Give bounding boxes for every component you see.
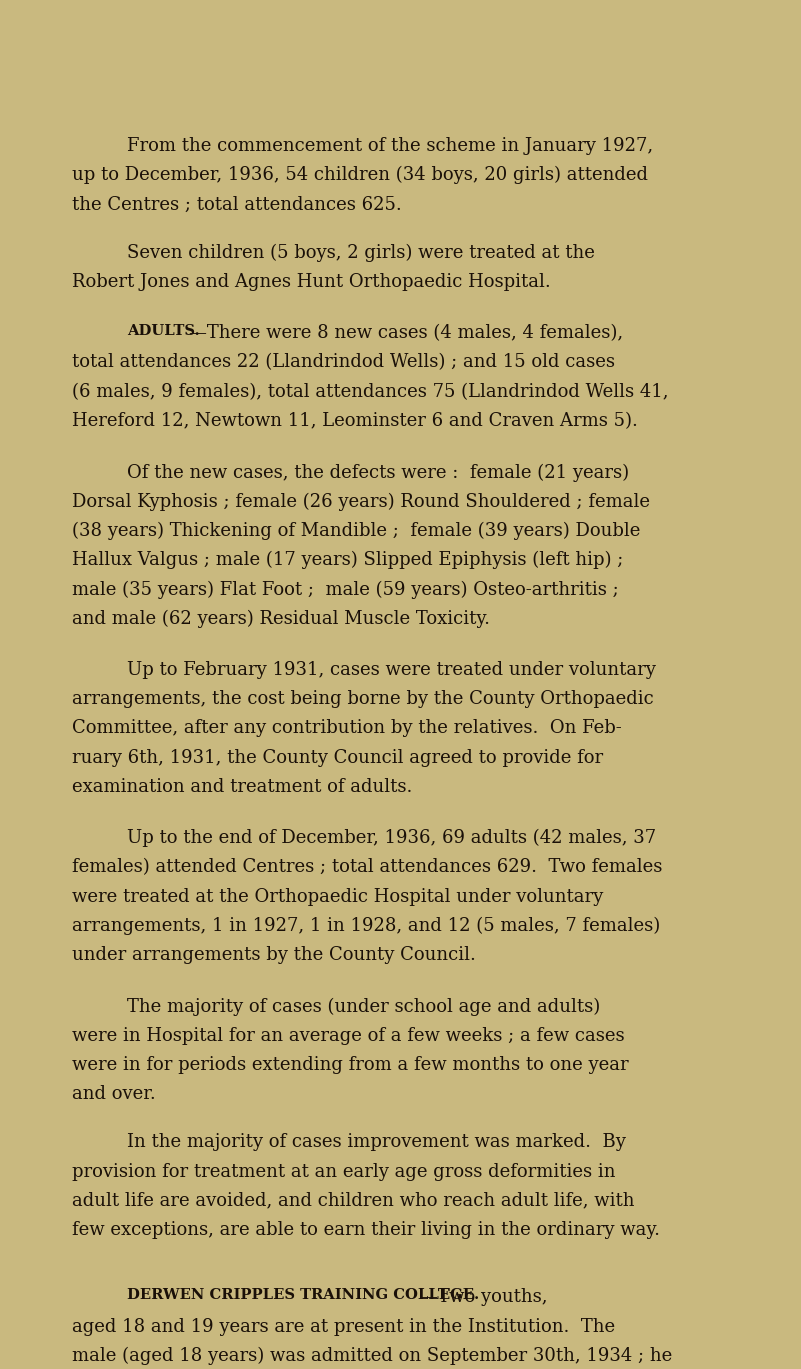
Text: DERWEN CRIPPLES TRAINING COLLEGE.: DERWEN CRIPPLES TRAINING COLLEGE. (127, 1288, 479, 1302)
Text: —Two youths,: —Two youths, (421, 1288, 548, 1306)
Text: were in Hospital for an average of a few weeks ; a few cases: were in Hospital for an average of a few… (72, 1027, 625, 1045)
Text: and over.: and over. (72, 1086, 155, 1103)
Text: (38 years) Thickening of Mandible ;  female (39 years) Double: (38 years) Thickening of Mandible ; fema… (72, 522, 640, 539)
Text: In the majority of cases improvement was marked.  By: In the majority of cases improvement was… (127, 1134, 626, 1151)
Text: few exceptions, are able to earn their living in the ordinary way.: few exceptions, are able to earn their l… (72, 1221, 660, 1239)
Text: Dorsal Kyphosis ; female (26 years) Round Shouldered ; female: Dorsal Kyphosis ; female (26 years) Roun… (72, 493, 650, 511)
Text: Up to February 1931, cases were treated under voluntary: Up to February 1931, cases were treated … (127, 661, 656, 679)
Text: the Centres ; total attendances 625.: the Centres ; total attendances 625. (72, 196, 402, 214)
Text: up to December, 1936, 54 children (34 boys, 20 girls) attended: up to December, 1936, 54 children (34 bo… (72, 166, 648, 185)
Text: Robert Jones and Agnes Hunt Orthopaedic Hospital.: Robert Jones and Agnes Hunt Orthopaedic … (72, 272, 551, 292)
Text: Seven children (5 boys, 2 girls) were treated at the: Seven children (5 boys, 2 girls) were tr… (127, 244, 595, 261)
Text: and male (62 years) Residual Muscle Toxicity.: and male (62 years) Residual Muscle Toxi… (72, 609, 490, 628)
Text: Hallux Valgus ; male (17 years) Slipped Epiphysis (left hip) ;: Hallux Valgus ; male (17 years) Slipped … (72, 550, 623, 570)
Text: aged 18 and 19 years are at present in the Institution.  The: aged 18 and 19 years are at present in t… (72, 1317, 615, 1336)
Text: arrangements, the cost being borne by the County Orthopaedic: arrangements, the cost being borne by th… (72, 690, 654, 708)
Text: male (35 years) Flat Foot ;  male (59 years) Osteo-arthritis ;: male (35 years) Flat Foot ; male (59 yea… (72, 580, 618, 598)
Text: From the commencement of the scheme in January 1927,: From the commencement of the scheme in J… (127, 137, 653, 155)
Text: arrangements, 1 in 1927, 1 in 1928, and 12 (5 males, 7 females): arrangements, 1 in 1927, 1 in 1928, and … (72, 917, 660, 935)
Text: provision for treatment at an early age gross deformities in: provision for treatment at an early age … (72, 1162, 615, 1180)
Text: females) attended Centres ; total attendances 629.  Two females: females) attended Centres ; total attend… (72, 858, 662, 876)
Text: adult life are avoided, and children who reach adult life, with: adult life are avoided, and children who… (72, 1192, 634, 1210)
Text: were treated at the Orthopaedic Hospital under voluntary: were treated at the Orthopaedic Hospital… (72, 887, 603, 905)
Text: Of the new cases, the defects were :  female (21 years): Of the new cases, the defects were : fem… (127, 463, 629, 482)
Text: (6 males, 9 females), total attendances 75 (Llandrindod Wells 41,: (6 males, 9 females), total attendances … (72, 383, 669, 401)
Text: were in for periods extending from a few months to one year: were in for periods extending from a few… (72, 1055, 629, 1073)
Text: total attendances 22 (Llandrindod Wells) ; and 15 old cases: total attendances 22 (Llandrindod Wells)… (72, 353, 615, 371)
Text: Committee, after any contribution by the relatives.  On Feb-: Committee, after any contribution by the… (72, 719, 622, 738)
Text: ADULTS.: ADULTS. (127, 324, 199, 338)
Text: male (aged 18 years) was admitted on September 30th, 1934 ; he: male (aged 18 years) was admitted on Sep… (72, 1347, 672, 1365)
Text: examination and treatment of adults.: examination and treatment of adults. (72, 778, 413, 795)
Text: —There were 8 new cases (4 males, 4 females),: —There were 8 new cases (4 males, 4 fema… (189, 324, 623, 342)
Text: Hereford 12, Newtown 11, Leominster 6 and Craven Arms 5).: Hereford 12, Newtown 11, Leominster 6 an… (72, 412, 638, 430)
Text: under arrangements by the County Council.: under arrangements by the County Council… (72, 946, 476, 964)
Text: Up to the end of December, 1936, 69 adults (42 males, 37: Up to the end of December, 1936, 69 adul… (127, 830, 656, 847)
Text: ruary 6th, 1931, the County Council agreed to provide for: ruary 6th, 1931, the County Council agre… (72, 749, 603, 767)
Text: The majority of cases (under school age and adults): The majority of cases (under school age … (127, 997, 600, 1016)
